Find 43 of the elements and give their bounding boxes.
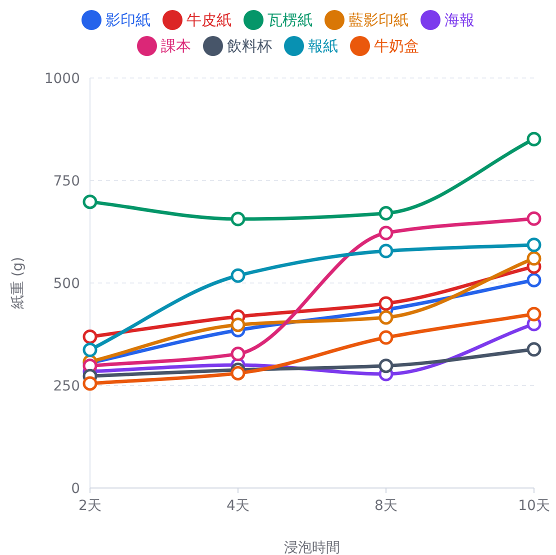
point (526, 132, 542, 146)
point (378, 226, 394, 240)
legend-label: 瓦楞紙 (268, 11, 312, 29)
legend-label: 報紙 (308, 37, 338, 55)
point (526, 272, 542, 288)
x-tick-label: 4天 (226, 498, 250, 514)
legend-label: 課本 (161, 37, 191, 55)
legend-label: 飲料杯 (227, 37, 272, 55)
point (378, 206, 394, 221)
point (526, 251, 542, 266)
point (230, 268, 246, 283)
y-axis-title: 紙重 (g) (10, 256, 26, 310)
point (230, 318, 246, 332)
point (230, 212, 246, 226)
point (526, 306, 542, 322)
point (378, 310, 394, 325)
y-tick-label: 750 (53, 174, 80, 190)
y-tick-label: 250 (53, 378, 80, 394)
x-axis-title: 浸泡時間 (284, 540, 340, 555)
legend-label: 影印紙 (106, 11, 150, 29)
x-tick-label: 10天 (518, 498, 550, 514)
legend-label: 藍影印紙 (348, 11, 408, 29)
y-tick-label: 0 (71, 481, 80, 497)
point (526, 342, 542, 357)
point (82, 376, 98, 391)
point (378, 358, 394, 374)
point (82, 329, 98, 344)
legend-label: 牛奶盒 (374, 37, 419, 55)
point (378, 244, 394, 258)
y-tick-label: 500 (53, 276, 80, 292)
legend-label: 海報 (444, 11, 474, 29)
x-tick-label: 8天 (374, 498, 398, 514)
legend-label: 牛皮紙 (186, 11, 232, 29)
point (82, 194, 98, 210)
point (230, 346, 246, 362)
point (378, 296, 394, 311)
point (526, 238, 542, 252)
point (82, 342, 98, 358)
point (378, 330, 394, 345)
x-tick-label: 2天 (78, 498, 102, 514)
point (230, 366, 246, 380)
y-tick-label: 1000 (44, 71, 80, 87)
point (526, 211, 542, 226)
